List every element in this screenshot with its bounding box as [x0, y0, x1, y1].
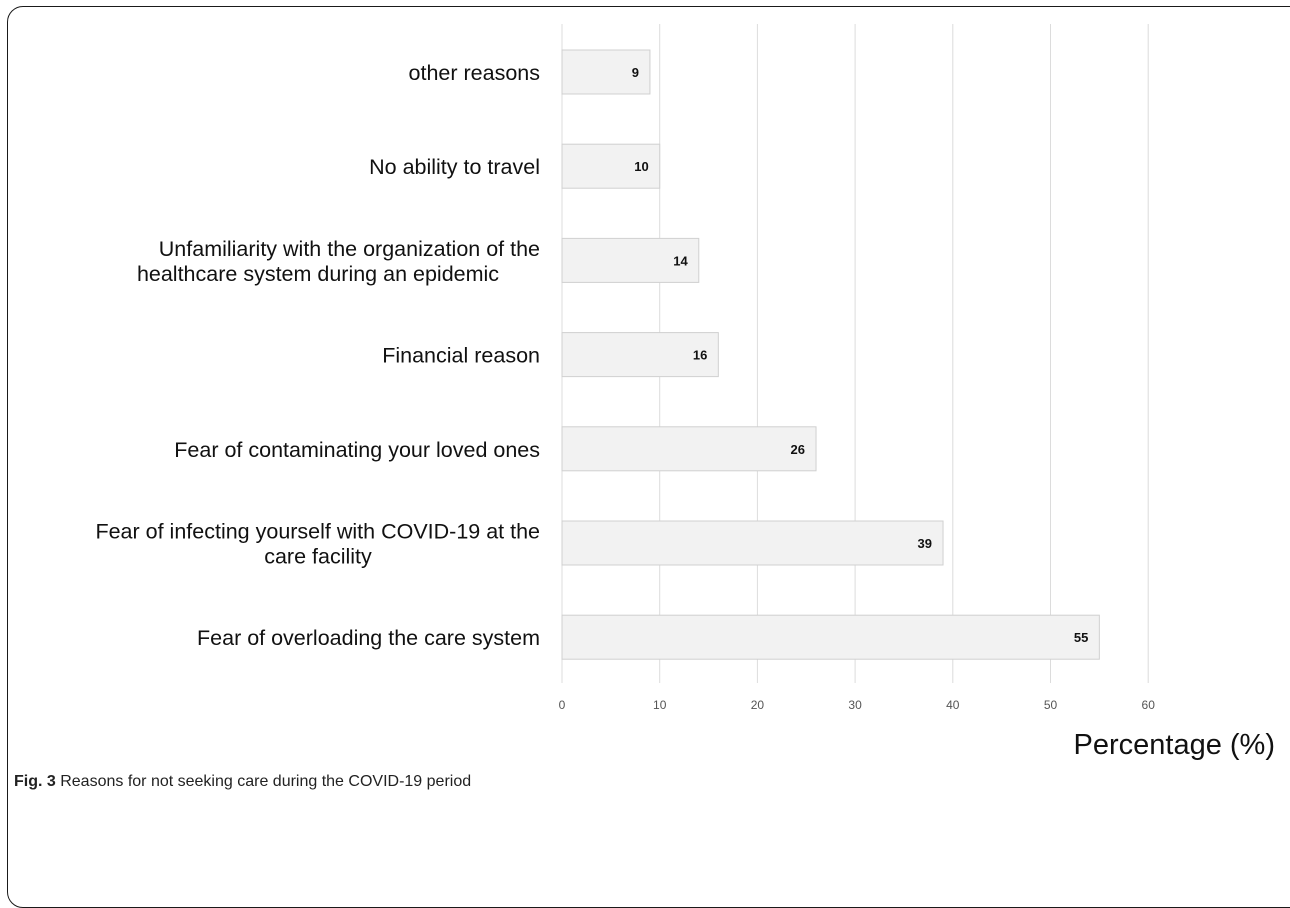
bar: [561, 520, 944, 566]
x-tick-label: 30: [848, 698, 862, 712]
x-axis-title: Percentage (%): [1074, 729, 1276, 761]
bar: [561, 237, 700, 283]
category-label: Financial reason: [382, 344, 540, 368]
caption-text: Reasons for not seeking care during the …: [55, 773, 472, 790]
bar-value-label: 10: [634, 159, 648, 174]
bar: [561, 49, 651, 95]
x-tick-label: 10: [653, 698, 667, 712]
bars: 9 10 14 16 26 39 55: [561, 49, 1100, 660]
x-tick-label: 50: [1044, 698, 1058, 712]
bar-value-label: 39: [918, 536, 932, 551]
category-label: care facility: [264, 545, 372, 569]
x-tick-label: 40: [946, 698, 960, 712]
category-label: Fear of contaminating your loved ones: [174, 438, 540, 462]
bar-chart: 9 10 14 16 26 39 55 other reasons No ability to…: [95, 24, 1276, 761]
category-label: No ability to travel: [369, 155, 540, 179]
x-tick-label: 20: [751, 698, 765, 712]
bar: [561, 332, 719, 378]
bar-value-label: 9: [632, 65, 639, 80]
bar-value-label: 16: [693, 348, 707, 363]
category-labels: other reasons No ability to travel Unfamil…: [95, 61, 540, 650]
figure-caption: Fig. 3 Reasons for not seeking care duri…: [14, 773, 471, 791]
x-tick-label: 0: [559, 698, 566, 712]
bar-value-label: 26: [791, 442, 805, 457]
x-tick-label: 60: [1142, 698, 1156, 712]
category-label: Unfamiliarity with the organization of t…: [159, 237, 540, 261]
category-label: other reasons: [409, 61, 540, 85]
x-tick-labels: 0 10 20 30 40 50 60: [559, 698, 1156, 712]
bar: [561, 614, 1100, 660]
category-label: healthcare system during an epidemic: [137, 262, 499, 286]
bar-value-label: 14: [673, 253, 688, 268]
bar-value-label: 55: [1074, 630, 1088, 645]
category-label: Fear of infecting yourself with COVID-19…: [95, 520, 540, 544]
figure-label: Fig. 3: [14, 773, 56, 790]
category-label: Fear of overloading the care system: [197, 626, 540, 650]
bar: [561, 143, 661, 189]
bar: [561, 426, 817, 472]
